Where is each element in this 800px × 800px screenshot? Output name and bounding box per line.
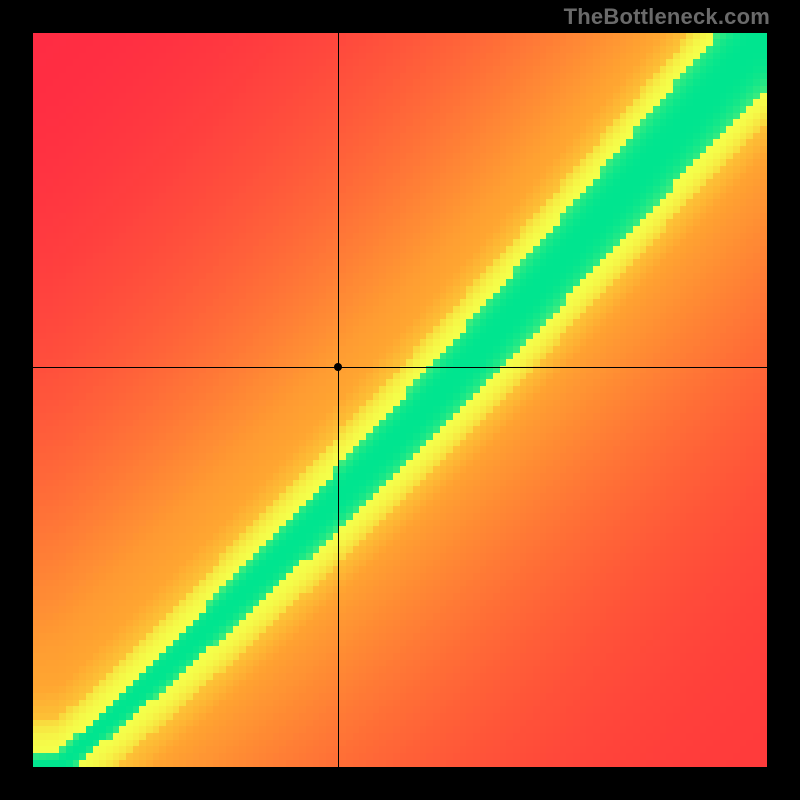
- data-point-marker: [334, 363, 342, 371]
- crosshair-horizontal: [33, 367, 767, 368]
- watermark-text: TheBottleneck.com: [564, 4, 770, 30]
- plot-area: [33, 33, 767, 767]
- chart-container: TheBottleneck.com: [0, 0, 800, 800]
- heatmap-canvas: [33, 33, 767, 767]
- crosshair-vertical: [338, 33, 339, 767]
